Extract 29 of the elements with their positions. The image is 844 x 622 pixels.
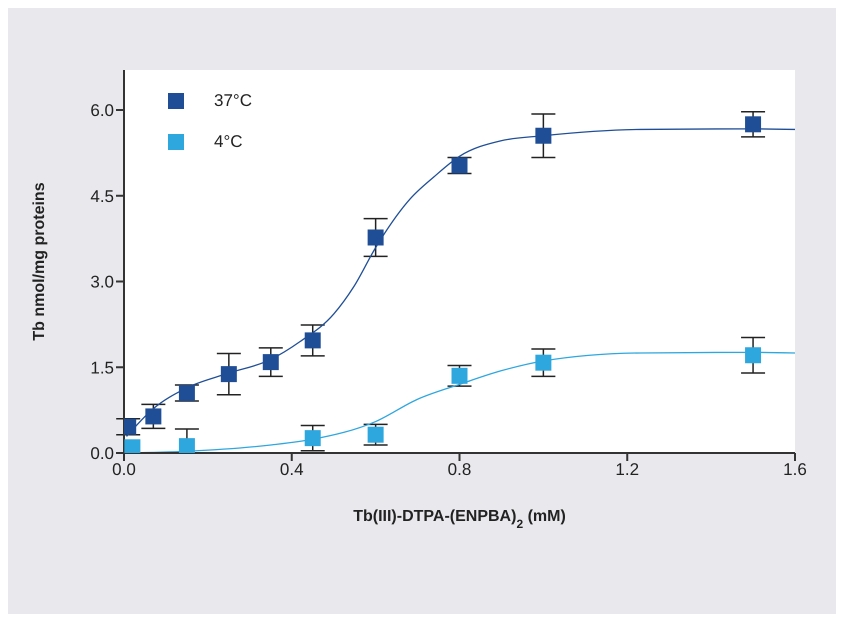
point (220, 366, 237, 382)
point (368, 426, 384, 443)
point (745, 347, 762, 364)
legend-label: 37°C (214, 90, 252, 110)
point (178, 438, 195, 453)
point (304, 430, 321, 446)
point (145, 408, 162, 424)
point (452, 157, 468, 174)
x-tick-label: 1.2 (615, 460, 640, 480)
legend-label: 4°C (214, 132, 243, 152)
x-tick-label: 0.0 (112, 460, 136, 480)
point (262, 354, 279, 370)
point (304, 332, 321, 348)
point (178, 384, 195, 401)
point (535, 354, 552, 371)
y-tick-label: 3.0 (90, 272, 114, 292)
y-tick-label: 1.5 (90, 358, 114, 378)
x-tick-label: 1.6 (783, 460, 807, 480)
y-tick-label: 6.0 (90, 101, 114, 120)
y-tick-label: 4.5 (90, 186, 114, 206)
x-tick-label: 0.4 (280, 460, 304, 480)
y-axis-title: Tb nmol/mg proteins (31, 182, 48, 341)
x-tick-label: 0.8 (448, 460, 472, 480)
point (745, 116, 762, 132)
point (368, 229, 384, 246)
point (452, 368, 468, 384)
y-tick-label: 0.0 (90, 444, 114, 464)
x-axis-title: Tb(III)-DTPA-(ENPBA)$_{2}$ (mM) (353, 508, 566, 531)
point (535, 128, 552, 144)
